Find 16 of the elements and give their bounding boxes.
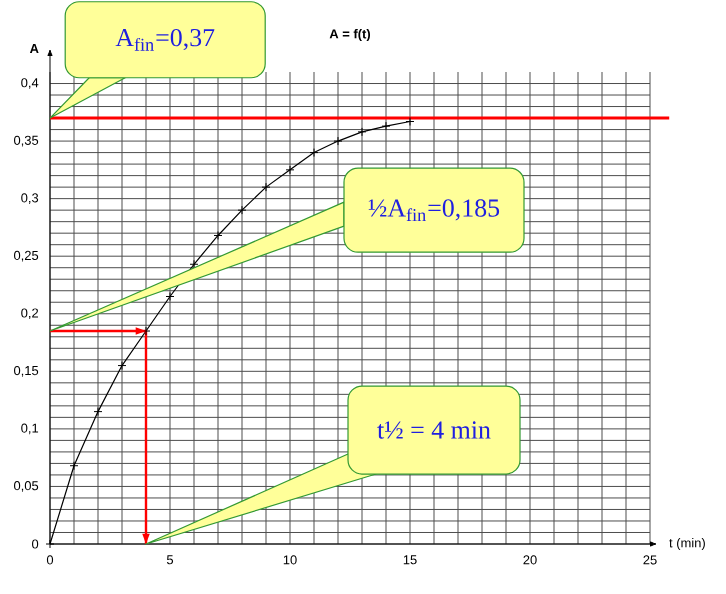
point (165, 292, 175, 301)
point (93, 407, 103, 417)
annotation: t½ = 4 min (377, 421, 491, 439)
point (381, 121, 391, 131)
text: A$_{fin}$=0,37 (115, 28, 215, 51)
point (309, 148, 319, 158)
point (261, 182, 271, 192)
point (333, 136, 343, 146)
point (237, 205, 247, 215)
point (189, 259, 199, 269)
point (285, 165, 295, 175)
point (69, 461, 79, 471)
annotation: ½A$_{fin}$=0,185 (368, 199, 500, 222)
point (357, 127, 367, 137)
point (117, 361, 127, 371)
point (213, 230, 223, 240)
